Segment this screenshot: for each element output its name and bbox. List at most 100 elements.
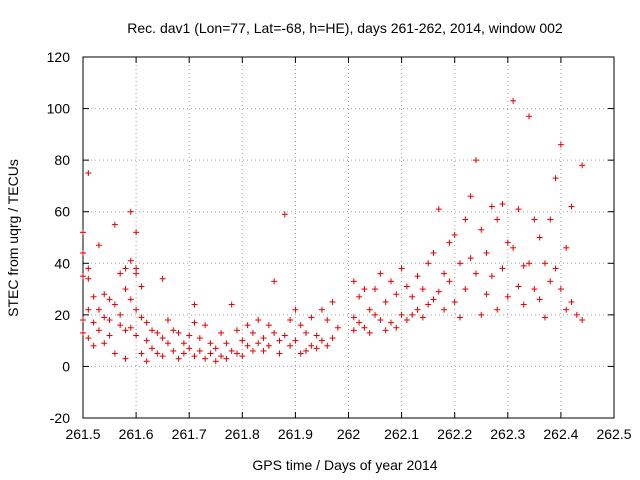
data-point [218, 353, 225, 360]
data-point [233, 350, 240, 357]
data-point [430, 296, 437, 303]
y-axis-label: STEC from uqrg / TECUs [5, 159, 21, 317]
data-point [127, 208, 134, 215]
data-point [398, 265, 405, 272]
y-tick-label: 60 [54, 204, 70, 220]
data-point [446, 239, 453, 246]
data-point [80, 329, 86, 336]
data-point [85, 275, 92, 282]
data-point [223, 340, 230, 347]
data-point [573, 311, 580, 318]
x-axis-label: GPS time / Days of year 2014 [252, 457, 437, 473]
data-point [122, 355, 129, 362]
data-point [260, 347, 267, 354]
data-point [494, 216, 501, 223]
data-point [127, 296, 134, 303]
data-point [451, 298, 458, 305]
data-point [228, 347, 235, 354]
data-point [472, 270, 479, 277]
data-point [372, 311, 379, 318]
data-point [239, 353, 246, 360]
data-point [382, 327, 389, 334]
data-point [329, 335, 336, 342]
y-tick-label: 100 [47, 101, 71, 117]
data-point [483, 291, 490, 298]
data-point [255, 317, 262, 324]
data-point [260, 335, 267, 342]
data-point [520, 262, 527, 269]
data-point [313, 332, 320, 339]
data-point [441, 306, 448, 313]
data-point [117, 322, 124, 329]
data-point [547, 216, 554, 223]
x-tick-label: 262.2 [437, 426, 472, 442]
data-point [563, 306, 570, 313]
data-point [159, 353, 166, 360]
data-point [467, 255, 474, 262]
data-point [356, 293, 363, 300]
data-point [159, 275, 166, 282]
data-point [85, 335, 92, 342]
data-point [387, 319, 394, 326]
data-point [557, 141, 564, 148]
data-point [403, 317, 410, 324]
data-point [557, 286, 564, 293]
data-point [488, 203, 495, 210]
data-point [425, 260, 432, 267]
data-point [398, 311, 405, 318]
data-point [159, 335, 166, 342]
data-point [239, 337, 246, 344]
data-point [122, 286, 129, 293]
data-point [154, 350, 161, 357]
data-point [287, 342, 294, 349]
chart-title: Rec. dav1 (Lon=77, Lat=-68, h=HE), days … [127, 20, 563, 36]
data-point [531, 216, 538, 223]
data-point [462, 216, 469, 223]
data-point [196, 347, 203, 354]
x-tick-label: 262 [337, 426, 361, 442]
data-point [579, 317, 586, 324]
data-point [265, 342, 272, 349]
data-point [133, 270, 140, 277]
data-point [249, 329, 256, 336]
data-point [419, 314, 426, 321]
data-point [297, 322, 304, 329]
data-point [191, 319, 198, 326]
x-tick-label: 261.9 [278, 426, 313, 442]
data-point [133, 332, 140, 339]
data-point [106, 317, 113, 324]
data-point [419, 286, 426, 293]
data-point [175, 355, 182, 362]
data-point [154, 329, 161, 336]
data-point [276, 350, 283, 357]
data-point [520, 301, 527, 308]
data-point [324, 317, 331, 324]
data-point [488, 273, 495, 280]
data-point [361, 324, 368, 331]
data-point [80, 317, 86, 324]
x-tick-label: 262.4 [543, 426, 578, 442]
data-point [170, 327, 177, 334]
data-point [494, 306, 501, 313]
data-point [95, 306, 102, 313]
data-point [95, 327, 102, 334]
y-tick-label: -20 [50, 410, 70, 426]
y-tick-label: 120 [47, 49, 71, 65]
x-tick-label: 261.8 [225, 426, 260, 442]
data-point [122, 327, 129, 334]
data-point [414, 306, 421, 313]
data-point [499, 200, 506, 207]
data-point [143, 337, 150, 344]
data-point [122, 265, 129, 272]
data-point [292, 306, 299, 313]
data-point [265, 322, 272, 329]
data-point [218, 329, 225, 336]
data-point [133, 306, 140, 313]
data-point [393, 324, 400, 331]
x-tick-labels: 261.5 261.6 261.7 261.8 261.9 262 262.1 262.2 26… [65, 426, 631, 442]
y-tick-label: 80 [54, 152, 70, 168]
x-tick-label: 262.5 [596, 426, 631, 442]
data-point [80, 249, 86, 256]
data-point [457, 260, 464, 267]
